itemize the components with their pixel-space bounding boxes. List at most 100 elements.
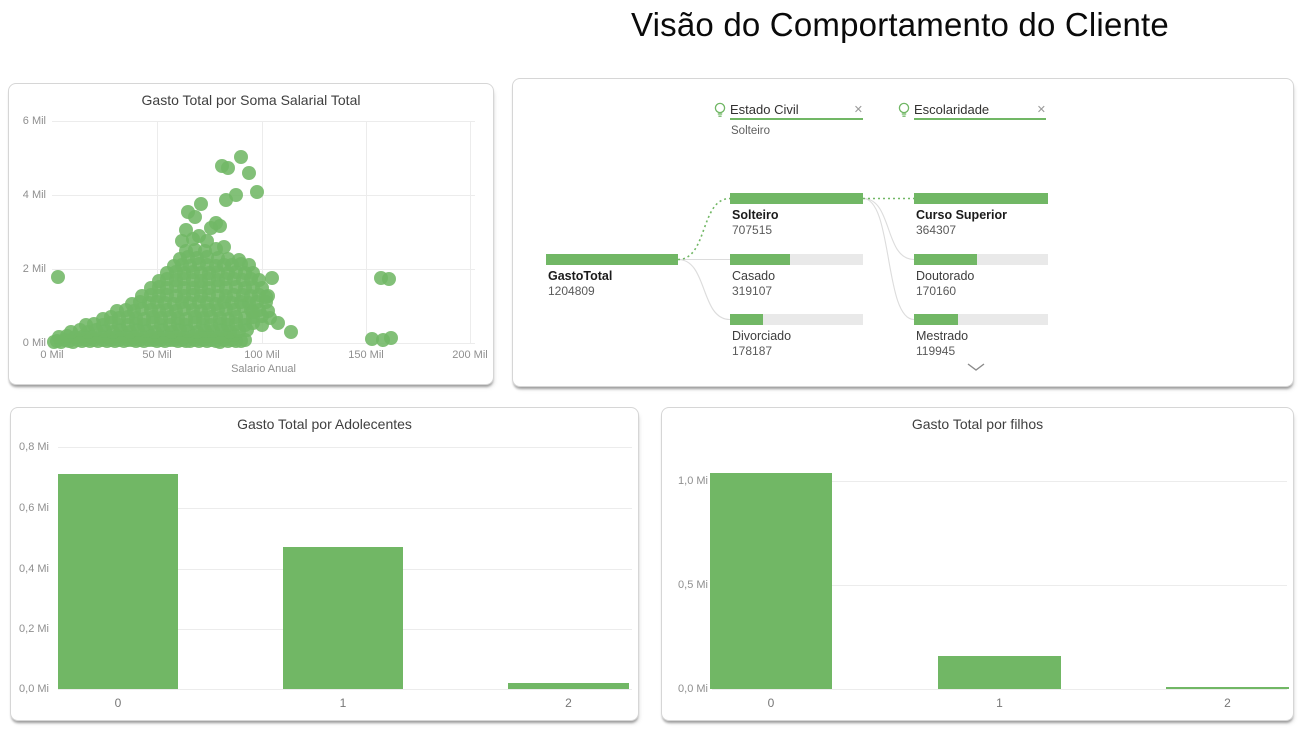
scatter-point[interactable] [233,149,248,164]
tree-node-value: 319107 [732,284,773,298]
bar[interactable] [508,683,629,689]
scatter-point[interactable] [283,324,298,339]
scatter-point[interactable] [50,270,65,285]
scatter-point[interactable] [258,289,273,304]
scatter-point[interactable] [200,234,215,249]
scatter-x-tick-label: 100 Mil [244,349,280,361]
tree-node-bar[interactable] [914,314,1048,325]
bar-chart-y-tick-label: 0,2 Mi [19,622,49,635]
bar-chart-y-tick-label: 0,8 Mi [19,441,49,453]
scatter-point[interactable] [271,315,286,330]
bar-chart-filhos-plot-area: 1,0 Mi 0,5 Mi 0,0 Mi 0 1 2 [662,408,1293,720]
scatter-point[interactable] [381,271,396,286]
tree-node-label: Casado [732,269,776,283]
tree-node-value: 119945 [916,344,956,358]
scatter-point[interactable] [221,160,236,175]
scatter-gridline [366,121,367,343]
scatter-chart-title: Gasto Total por Soma Salarial Total [141,92,361,108]
scatter-point[interactable] [250,185,265,200]
tree-node-value: 364307 [916,223,957,237]
scatter-gridline [52,121,475,122]
scatter-point[interactable] [229,188,244,202]
bar-chart-y-tick-label: 0,0 Mi [678,683,708,695]
bar-chart-category-label: 2 [565,696,572,710]
scatter-point[interactable] [264,271,279,286]
bar[interactable] [938,656,1061,689]
tree-node-bar-fill [730,254,790,265]
bar[interactable] [58,474,178,689]
bar-chart-category-label: 1 [339,696,347,710]
bar[interactable] [710,473,832,689]
tree-node-bar[interactable] [730,314,863,325]
bar[interactable] [1166,687,1289,689]
scatter-gridline [52,195,475,196]
scatter-gridline [470,121,471,343]
bar-chart-y-tick-label: 1,0 Mi [678,475,708,487]
tree-node-bar[interactable] [914,254,1048,265]
scatter-point[interactable] [384,331,399,346]
bar-chart-gridline [58,689,632,690]
close-icon[interactable]: ✕ [1036,103,1046,116]
tree-node-value: 707515 [732,223,773,237]
bar-chart-category-label: 2 [1224,696,1231,710]
filter-escolaridade[interactable]: Escolaridade ✕ [914,100,1046,120]
bar[interactable] [283,547,403,689]
scatter-point[interactable] [179,223,194,238]
scatter-point[interactable] [246,304,261,319]
tree-node-mestrado[interactable]: Mestrado 119945 [914,314,1048,360]
bar-chart-y-tick-label: 0,0 Mi [19,683,49,695]
tree-node-casado[interactable]: Casado 319107 [730,254,863,300]
scatter-point[interactable] [231,252,246,267]
scatter-point[interactable] [212,219,227,234]
bar-chart-gridline [58,508,632,509]
scatter-point[interactable] [181,204,196,219]
filter-estado-civil-selected-value: Solteiro [731,125,770,137]
bar-chart-y-tick-label: 0,4 Mi [19,563,49,575]
scatter-x-tick-label: 200 Mil [452,349,488,361]
scatter-x-tick-label: 50 Mil [142,349,172,361]
page-title: Visão do Comportamento do Cliente [631,6,1169,43]
tree-node-doutorado[interactable]: Doutorado 170160 [914,254,1048,300]
scatter-gridline [52,269,475,270]
tree-node-bar[interactable] [546,254,678,265]
filter-estado-civil-label: Estado Civil [730,101,799,117]
scatter-x-tick-label: 0 Mil [40,349,64,361]
scroll-down-chevron-icon[interactable] [963,362,989,372]
tree-node-label: Curso Superior [916,208,1007,222]
scatter-point[interactable] [216,239,231,254]
scatter-x-tick-label: 150 Mil [348,349,384,361]
tree-node-bar[interactable] [914,193,1048,204]
tree-node-gastototal[interactable]: GastoTotal 1204809 [546,254,678,300]
tree-node-label: Divorciado [732,329,792,343]
filter-estado-civil[interactable]: Estado Civil ✕ [730,100,863,120]
tree-node-bar[interactable] [730,193,863,204]
bar-chart-y-tick-label: 0,5 Mi [678,579,708,591]
scatter-chart-panel: Gasto Total por Soma Salarial Total 6 Mi… [8,83,494,385]
tree-node-value: 178187 [732,344,773,358]
decomposition-tree-panel: Estado Civil ✕ Solteiro Escolaridade ✕ G… [512,78,1294,387]
tree-node-label: GastoTotal [548,269,613,283]
tree-node-bar[interactable] [730,254,863,265]
bar-chart-adolescentes-panel: Gasto Total por Adolecentes 0,8 Mi 0,6 Mi… [10,407,639,721]
scatter-point[interactable] [241,165,256,180]
tree-node-curso-superior[interactable]: Curso Superior 364307 [914,193,1048,239]
bar-chart-category-label: 1 [996,696,1003,710]
close-icon[interactable]: ✕ [853,103,863,116]
bar-chart-adolescentes-title: Gasto Total por Adolecentes [237,416,412,432]
tree-node-label: Mestrado [916,329,969,343]
tree-node-bar-fill [730,193,863,204]
scatter-y-tick-label: 2 Mil [22,263,46,275]
tree-nodes-container: GastoTotal 1204809 Solteiro 707515 Casado 319… [513,79,1293,386]
tree-node-bar-fill [914,314,959,325]
scatter-point[interactable] [193,197,208,212]
scatter-gridline [262,121,263,343]
scatter-x-axis-title: Salario Anual [231,363,296,375]
bar-chart-category-label: 0 [767,696,775,710]
tree-node-solteiro[interactable]: Solteiro 707515 [730,193,863,239]
tree-node-bar-fill [914,254,977,265]
scatter-y-tick-label: 4 Mil [22,189,46,201]
tree-node-divorciado[interactable]: Divorciado 178187 [730,314,863,360]
bar-chart-y-tick-label: 0,6 Mi [19,502,49,514]
lightbulb-icon [897,101,911,119]
tree-node-label: Doutorado [916,269,975,283]
